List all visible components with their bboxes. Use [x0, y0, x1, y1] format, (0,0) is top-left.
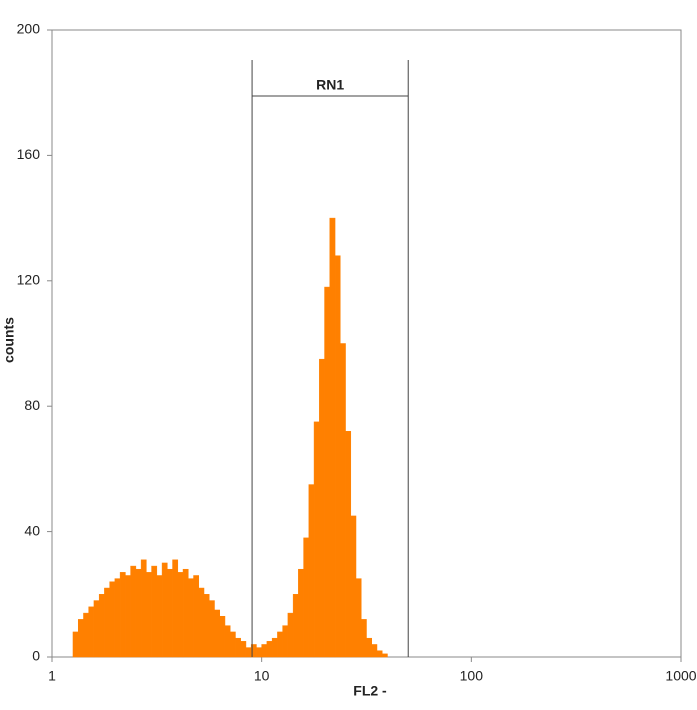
histogram-bar [140, 559, 147, 658]
histogram-bar [172, 559, 179, 658]
histogram-bar [177, 572, 184, 658]
histogram-bar [329, 217, 336, 658]
histogram-bar [355, 578, 362, 658]
histogram-bar [156, 575, 163, 658]
y-tick-label: 160 [17, 146, 41, 162]
histogram-bar [298, 568, 304, 658]
histogram-bar [93, 600, 100, 658]
x-tick-label: 1 [48, 668, 56, 684]
histogram-bar [119, 572, 126, 658]
histogram-bar [261, 644, 268, 658]
histogram-bar [303, 537, 310, 658]
histogram-bar [345, 431, 352, 658]
histogram-bar [235, 637, 241, 658]
histogram-bar [360, 619, 367, 658]
histogram-bar [151, 565, 158, 658]
histogram-bar [229, 631, 236, 658]
histogram-bar [240, 641, 247, 658]
histogram-bar [340, 343, 346, 658]
histogram-bar [193, 575, 200, 658]
x-tick-label: 10 [254, 668, 270, 684]
histogram-bar [371, 644, 378, 658]
x-axis-label: FL2 - [353, 683, 387, 699]
histogram-bar [287, 612, 294, 658]
histogram-bar [208, 600, 215, 658]
histogram-bar [72, 631, 79, 658]
histogram-bar [114, 578, 121, 658]
gate-label: RN1 [316, 77, 344, 93]
histogram-bar [198, 587, 205, 658]
y-axis-label: counts [1, 317, 17, 363]
x-tick-label: 1000 [665, 668, 696, 684]
histogram-bar [130, 565, 137, 658]
histogram-bar [224, 625, 231, 658]
histogram-bar [376, 650, 383, 658]
histogram-bar [313, 421, 320, 658]
histogram-bar [83, 612, 89, 658]
histogram-bar [188, 578, 194, 658]
histogram-bar [214, 609, 220, 658]
histogram-bar [161, 562, 168, 658]
y-tick-label: 40 [24, 522, 40, 538]
y-tick-label: 80 [24, 397, 40, 413]
histogram-bar [245, 647, 252, 658]
histogram-bar [266, 641, 273, 658]
x-tick-label: 100 [460, 668, 484, 684]
histogram-bar [366, 637, 373, 658]
histogram-bar [203, 594, 210, 658]
histogram-bar [88, 606, 95, 658]
y-tick-label: 120 [17, 272, 41, 288]
histogram-bar [381, 653, 388, 658]
histogram-bar [319, 358, 325, 658]
histogram-bar [219, 615, 226, 658]
histogram-bar [324, 286, 331, 658]
histogram-bar [77, 619, 84, 658]
histogram-bar [308, 484, 315, 658]
histogram-bar [109, 581, 116, 658]
histogram-bar [182, 568, 189, 658]
y-tick-label: 0 [32, 648, 40, 664]
histogram-bar [282, 625, 289, 658]
histogram-bar [350, 515, 357, 658]
histogram-bar [167, 568, 173, 658]
histogram-bar [334, 255, 341, 658]
histogram-bar [98, 594, 105, 658]
histogram-bar [125, 575, 131, 658]
y-tick-label: 200 [17, 21, 41, 37]
histogram-bar [146, 572, 152, 658]
histogram-bar [271, 637, 278, 658]
histogram-bar [135, 568, 142, 658]
histogram-bar [277, 631, 283, 658]
histogram-bar [104, 587, 110, 658]
histogram-bar [292, 594, 299, 658]
histogram-bar [256, 647, 262, 658]
